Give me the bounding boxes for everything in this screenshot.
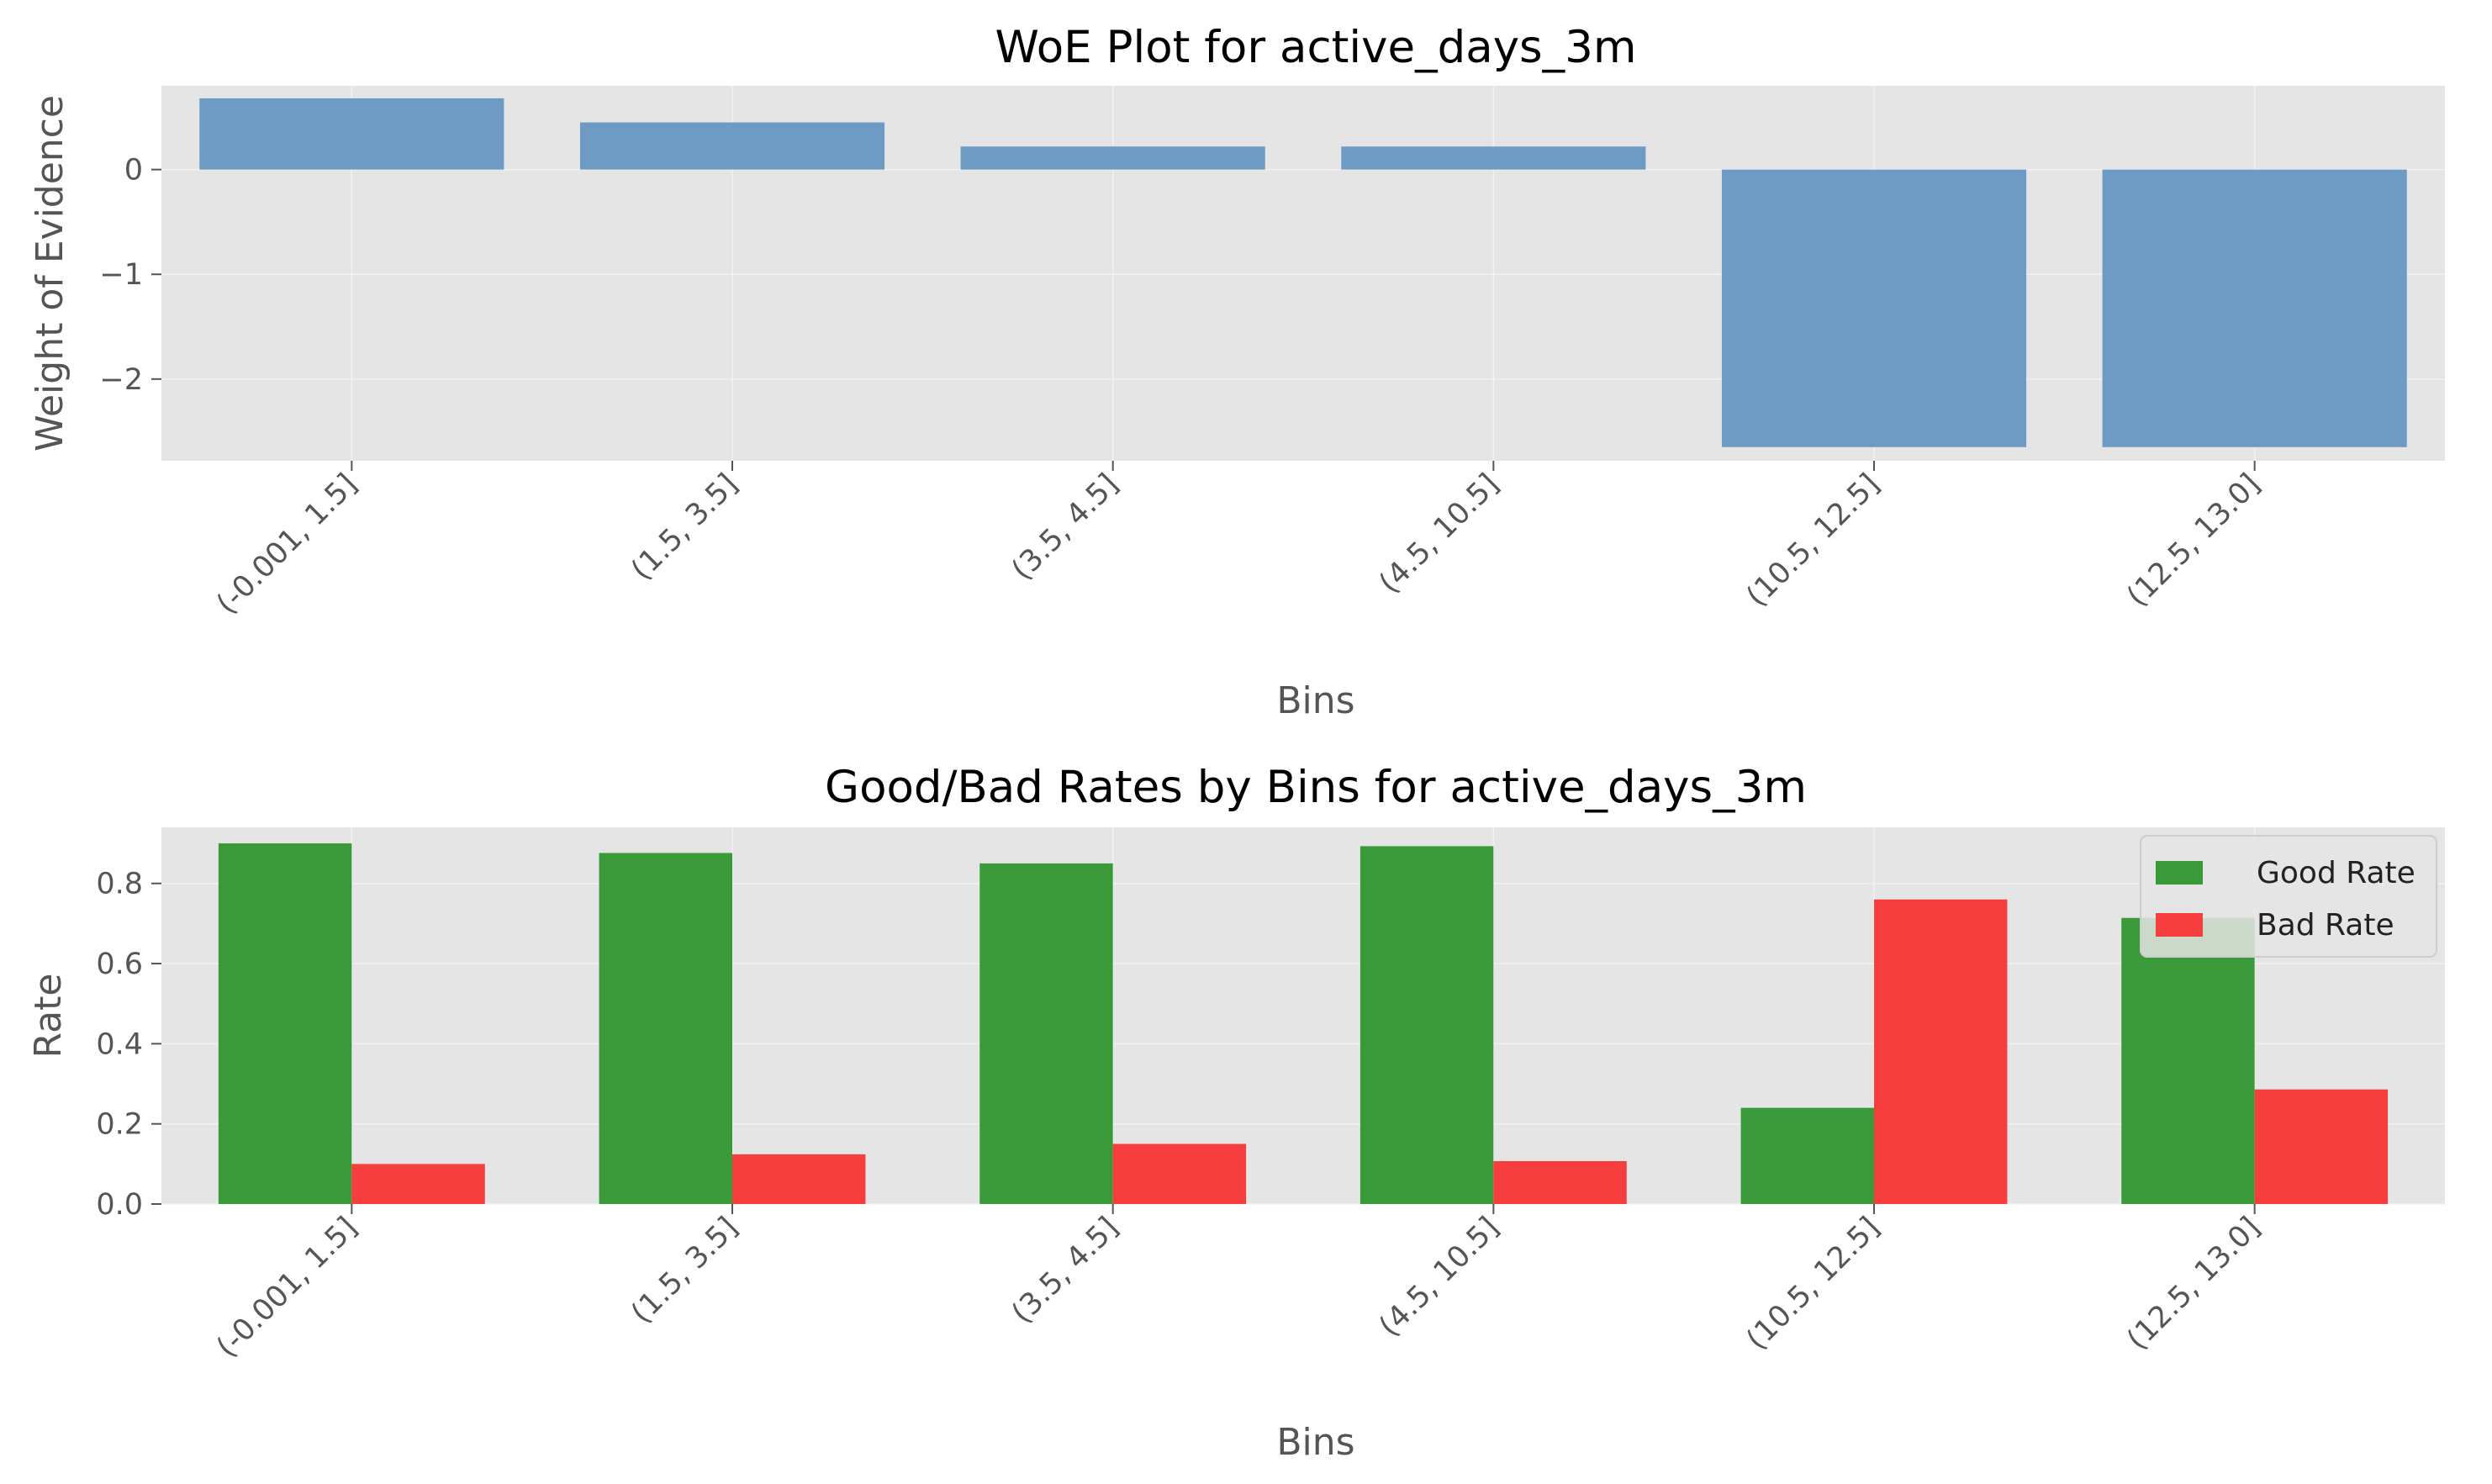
woe-chart-title: WoE Plot for active_days_3m <box>995 22 1636 73</box>
y-tick-label: 0.0 <box>96 1188 143 1222</box>
y-tick-label: 0.2 <box>96 1108 143 1142</box>
bad-rate-bar-12-5-13-0 <box>2254 1089 2389 1204</box>
rates-bars <box>218 843 2389 1204</box>
bad-rate-bar-4-5-10-5 <box>1493 1161 1627 1204</box>
rates-chart: Good/Bad Rates by Bins for active_days_3… <box>27 762 2445 1464</box>
woe-bar-1-5-3-5 <box>579 122 885 170</box>
bad-rate-bar-1-5-3-5 <box>732 1154 866 1204</box>
woe-x-axis-label: Bins <box>1276 679 1354 722</box>
legend-label-bad-rate: Bad Rate <box>2257 908 2394 943</box>
bad-rate-bar-10-5-12-5 <box>1874 899 2008 1204</box>
woe-bar-10-5-12-5 <box>1721 169 2027 447</box>
woe-y-axis: 0 −1 −2 <box>99 154 161 397</box>
x-tick-label: (1.5, 3.5] <box>625 1211 744 1330</box>
rates-chart-title: Good/Bad Rates by Bins for active_days_3… <box>825 762 1807 813</box>
good-rate-bar-3-5-4-5 <box>979 863 1113 1204</box>
woe-plot-area <box>161 86 2445 461</box>
rates-legend: Good Rate Bad Rate <box>2140 835 2437 958</box>
good-rate-bar-1-5-3-5 <box>599 853 732 1204</box>
x-tick-label: (1.5, 3.5] <box>625 467 744 587</box>
woe-bar-0-001-1-5 <box>199 98 504 170</box>
woe-bar-3-5-4-5 <box>960 146 1265 170</box>
y-tick-label: −2 <box>99 363 143 397</box>
woe-y-axis-label: Weight of Evidence <box>29 95 71 452</box>
rates-x-axis-label: Bins <box>1276 1421 1354 1464</box>
x-tick-label: (4.5, 10.5] <box>1373 467 1506 600</box>
legend-swatch-good-rate <box>2156 861 2203 885</box>
x-tick-label: (12.5, 13.0] <box>2120 1211 2267 1357</box>
legend-swatch-bad-rate <box>2156 913 2203 937</box>
good-rate-bar-10-5-12-5 <box>1740 1107 1874 1204</box>
woe-bar-12-5-13-0 <box>2102 169 2407 447</box>
x-tick-label: (4.5, 10.5] <box>1373 1211 1506 1344</box>
x-tick-label: (10.5, 12.5] <box>1740 1211 1887 1357</box>
bad-rate-bar-0-001-1-5 <box>351 1164 485 1204</box>
y-tick-label: 0 <box>124 154 143 187</box>
y-tick-label: 0.6 <box>96 948 143 981</box>
woe-chart: WoE Plot for active_days_3m 0 −1 −2 (-0.00… <box>29 22 2445 722</box>
good-rate-bar-12-5-13-0 <box>2121 917 2255 1204</box>
woe-bar-4-5-10-5 <box>1341 146 1646 170</box>
rates-x-axis: (-0.001, 1.5] (1.5, 3.5] (3.5, 4.5] (4.5, 1… <box>210 1204 2267 1365</box>
x-tick-label: (10.5, 12.5] <box>1740 467 1887 614</box>
woe-bars <box>199 98 2407 447</box>
bad-rate-bar-3-5-4-5 <box>1112 1143 1247 1204</box>
x-tick-label: (-0.001, 1.5] <box>210 467 363 621</box>
legend-box <box>2140 835 2437 958</box>
legend-label-good-rate: Good Rate <box>2257 856 2415 890</box>
rates-y-axis-label: Rate <box>27 974 70 1059</box>
y-tick-label: −1 <box>99 258 143 292</box>
y-tick-label: 0.8 <box>96 868 143 901</box>
rates-y-axis: 0.0 0.2 0.4 0.6 0.8 <box>96 868 161 1222</box>
woe-x-axis: (-0.001, 1.5] (1.5, 3.5] (3.5, 4.5] (4.5, 1… <box>210 461 2267 621</box>
x-tick-label: (3.5, 4.5] <box>1006 1211 1125 1330</box>
y-tick-label: 0.4 <box>96 1027 143 1061</box>
rates-plot-area <box>161 827 2445 1204</box>
x-tick-label: (3.5, 4.5] <box>1006 467 1125 587</box>
good-rate-bar-4-5-10-5 <box>1360 846 1494 1204</box>
x-tick-label: (12.5, 13.0] <box>2120 467 2267 614</box>
x-tick-label: (-0.001, 1.5] <box>210 1211 363 1364</box>
good-rate-bar-0-001-1-5 <box>218 843 352 1204</box>
